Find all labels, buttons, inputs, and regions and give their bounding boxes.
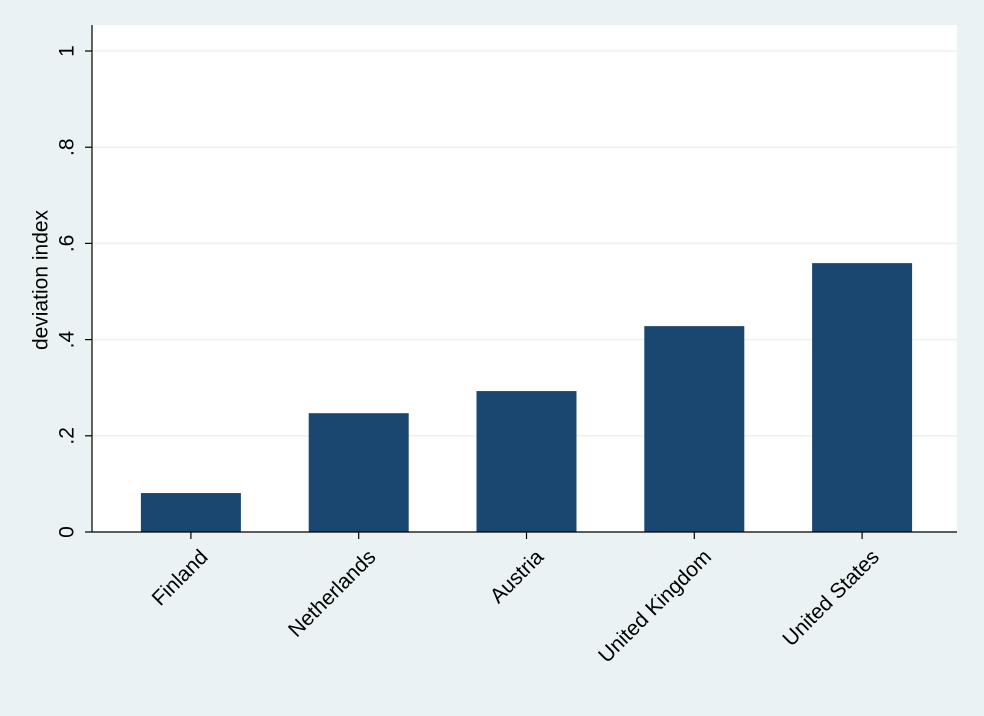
y-tick-label: 1: [56, 45, 79, 57]
bar: [140, 493, 241, 532]
y-tick-label: .6: [56, 235, 79, 253]
y-tick-label: .4: [56, 331, 79, 349]
y-tick-label: .2: [56, 427, 79, 445]
bars: [140, 263, 913, 532]
bar: [476, 391, 577, 532]
bar: [308, 413, 409, 532]
bar: [644, 326, 745, 532]
y-axis-label: deviation index: [30, 209, 53, 350]
bar: [812, 263, 913, 532]
y-tick-label: 0: [56, 526, 79, 538]
y-tick-label: .8: [56, 138, 79, 156]
